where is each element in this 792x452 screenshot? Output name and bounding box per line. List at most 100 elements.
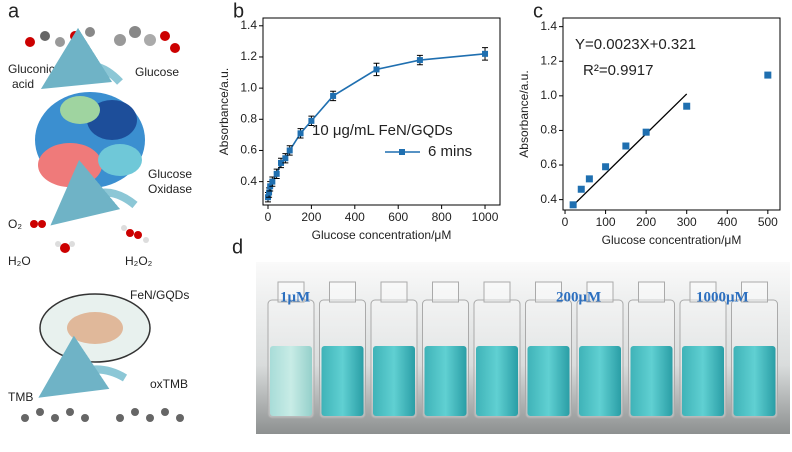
y-tick-label: 1.0 [240, 80, 257, 94]
marker [278, 159, 285, 166]
y-tick-label: 0.6 [540, 157, 557, 171]
vial-neck [483, 281, 511, 303]
photo: d 1μM 200μM 1000μM [232, 236, 790, 434]
liquid [424, 346, 467, 416]
marker [764, 71, 772, 79]
liquid [476, 346, 518, 416]
x-tick-label: 200 [636, 215, 656, 229]
y-tick-label: 0.8 [540, 123, 557, 137]
x-tick-label: 0 [265, 210, 272, 224]
liquid [373, 346, 415, 416]
label: Glucose [135, 65, 179, 79]
annotation: R²=0.9917 [583, 62, 653, 79]
y-tick-label: 0.8 [240, 111, 257, 125]
label: Glucose [148, 167, 192, 181]
label: FeN/GQDs [130, 288, 189, 302]
x-tick-label: 300 [677, 215, 697, 229]
scheme: a Gluconic acid Glucose Glucose Oxidase … [8, 0, 192, 422]
vial-neck [689, 281, 717, 303]
vial-neck [380, 281, 408, 303]
liquid [527, 346, 570, 416]
vial-neck [535, 281, 562, 303]
marker [482, 50, 489, 57]
marker [585, 175, 593, 183]
liquid [270, 346, 312, 416]
y-tick-label: 1.2 [540, 53, 557, 67]
y-axis-label: Absorbance/a.u. [217, 68, 231, 155]
label: Oxidase [148, 182, 192, 196]
molecule [21, 408, 184, 422]
marker [569, 201, 577, 209]
marker [642, 128, 650, 136]
arrow [38, 335, 128, 398]
y-axis-label: Absorbance/a.u. [517, 70, 531, 157]
y-tick-label: 1.0 [540, 88, 557, 102]
plot-frame [262, 17, 501, 206]
label: acid [12, 77, 34, 91]
panel-label: c [533, 0, 543, 22]
label: Gluconic [8, 62, 55, 76]
vials [267, 281, 778, 419]
panel-label: d [232, 236, 243, 258]
y-tick-label: 0.4 [240, 174, 257, 188]
y-tick-label: 0.4 [540, 192, 557, 206]
marker [273, 170, 280, 177]
x-axis-label: Glucose concentration/μM [312, 228, 452, 242]
x-tick-label: 200 [301, 210, 321, 224]
photo-label: 1μM [280, 289, 310, 305]
liquid [733, 346, 776, 416]
molecule [25, 26, 180, 53]
marker [683, 102, 691, 110]
x-tick-label: 400 [345, 210, 365, 224]
vial-neck [277, 281, 305, 303]
x-tick-label: 1000 [472, 210, 499, 224]
enzyme [35, 92, 145, 188]
marker [622, 142, 630, 150]
liquid [630, 346, 673, 416]
y-tick-label: 1.2 [240, 49, 257, 63]
liquid [682, 346, 724, 416]
panel-label: b [233, 0, 244, 22]
marker [282, 155, 289, 162]
liquid [321, 346, 364, 416]
marker [602, 163, 610, 171]
vial-neck [586, 281, 614, 303]
label: H₂O [8, 254, 31, 268]
y-tick-label: 0.6 [240, 143, 257, 157]
panel-label: a [8, 0, 20, 22]
label: oxTMB [150, 377, 188, 391]
x-tick-label: 400 [717, 215, 737, 229]
label: TMB [8, 390, 33, 404]
label: H₂O₂ [125, 254, 153, 268]
x-axis-label: Glucose concentration/μM [602, 233, 742, 247]
annotation: 10 μg/mL FeN/GQDs [312, 122, 453, 139]
photo-label: 1000μM [696, 289, 749, 305]
marker [330, 92, 337, 99]
marker [308, 117, 315, 124]
fit-line [572, 93, 688, 206]
legend-marker [399, 149, 405, 155]
nanosheet [67, 312, 123, 344]
marker [577, 185, 585, 193]
marker [286, 147, 293, 154]
arrow [40, 27, 123, 90]
marker [373, 66, 380, 73]
y-tick-label: 1.4 [540, 19, 557, 33]
marker [266, 189, 273, 196]
marker [297, 130, 304, 137]
x-tick-label: 500 [758, 215, 778, 229]
x-tick-label: 800 [432, 210, 452, 224]
x-tick-label: 0 [562, 215, 569, 229]
liquid [579, 346, 621, 416]
vial-neck [638, 281, 665, 303]
plot-frame [562, 17, 781, 211]
vial-neck [329, 281, 356, 303]
legend-label: 6 mins [428, 143, 472, 160]
arrow [50, 159, 138, 226]
photo-label: 200μM [556, 289, 601, 305]
marker [416, 57, 423, 64]
x-tick-label: 600 [388, 210, 408, 224]
x-tick-label: 100 [596, 215, 616, 229]
